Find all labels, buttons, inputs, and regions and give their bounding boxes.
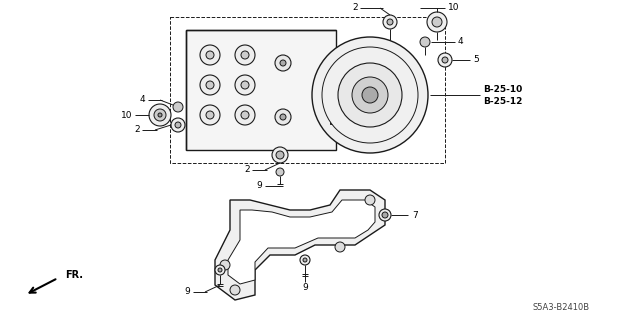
Circle shape [338, 63, 402, 127]
Circle shape [335, 242, 345, 252]
Circle shape [220, 260, 230, 270]
Text: 4: 4 [458, 38, 463, 47]
Text: 9: 9 [256, 182, 262, 190]
Text: FR.: FR. [65, 270, 83, 280]
Circle shape [241, 51, 249, 59]
Bar [186, 30, 336, 150]
Circle shape [215, 265, 225, 275]
Circle shape [300, 255, 310, 265]
Circle shape [171, 118, 185, 132]
Polygon shape [170, 17, 445, 163]
Circle shape [218, 268, 222, 272]
Circle shape [383, 15, 397, 29]
Text: 4: 4 [140, 95, 145, 105]
Circle shape [438, 53, 452, 67]
Circle shape [154, 109, 166, 121]
Text: 9: 9 [184, 287, 190, 296]
Bar [330, 68, 372, 124]
Circle shape [427, 12, 447, 32]
Circle shape [387, 19, 393, 25]
Text: B-25-10: B-25-10 [483, 85, 522, 94]
Text: 9: 9 [302, 283, 308, 292]
Circle shape [206, 111, 214, 119]
Circle shape [272, 147, 288, 163]
Circle shape [275, 55, 291, 71]
Text: 7: 7 [412, 211, 418, 219]
Text: 10: 10 [120, 110, 132, 120]
Circle shape [280, 114, 286, 120]
Circle shape [230, 285, 240, 295]
Text: 10: 10 [448, 4, 460, 12]
Circle shape [365, 195, 375, 205]
Circle shape [149, 104, 171, 126]
Text: 5: 5 [473, 56, 479, 64]
Circle shape [420, 37, 430, 47]
Circle shape [303, 258, 307, 262]
Circle shape [442, 57, 448, 63]
Circle shape [200, 45, 220, 65]
Circle shape [322, 47, 418, 143]
Circle shape [379, 209, 391, 221]
Circle shape [235, 45, 255, 65]
Text: B-25-12: B-25-12 [483, 98, 522, 107]
Text: 2: 2 [244, 166, 250, 174]
Circle shape [206, 81, 214, 89]
Polygon shape [228, 200, 375, 284]
Circle shape [206, 51, 214, 59]
Circle shape [352, 77, 388, 113]
Circle shape [280, 60, 286, 66]
Circle shape [241, 81, 249, 89]
Circle shape [276, 168, 284, 176]
Text: 2: 2 [134, 125, 140, 135]
Circle shape [382, 212, 388, 218]
Circle shape [158, 113, 162, 117]
Circle shape [241, 111, 249, 119]
Circle shape [200, 75, 220, 95]
Circle shape [432, 17, 442, 27]
Circle shape [312, 37, 428, 153]
Circle shape [175, 122, 181, 128]
Circle shape [276, 151, 284, 159]
Circle shape [173, 102, 183, 112]
Circle shape [235, 75, 255, 95]
Circle shape [275, 109, 291, 125]
Circle shape [235, 105, 255, 125]
Text: 2: 2 [353, 4, 358, 12]
Circle shape [200, 105, 220, 125]
Circle shape [362, 87, 378, 103]
Text: S5A3-B2410B: S5A3-B2410B [533, 303, 590, 313]
Polygon shape [215, 190, 385, 300]
